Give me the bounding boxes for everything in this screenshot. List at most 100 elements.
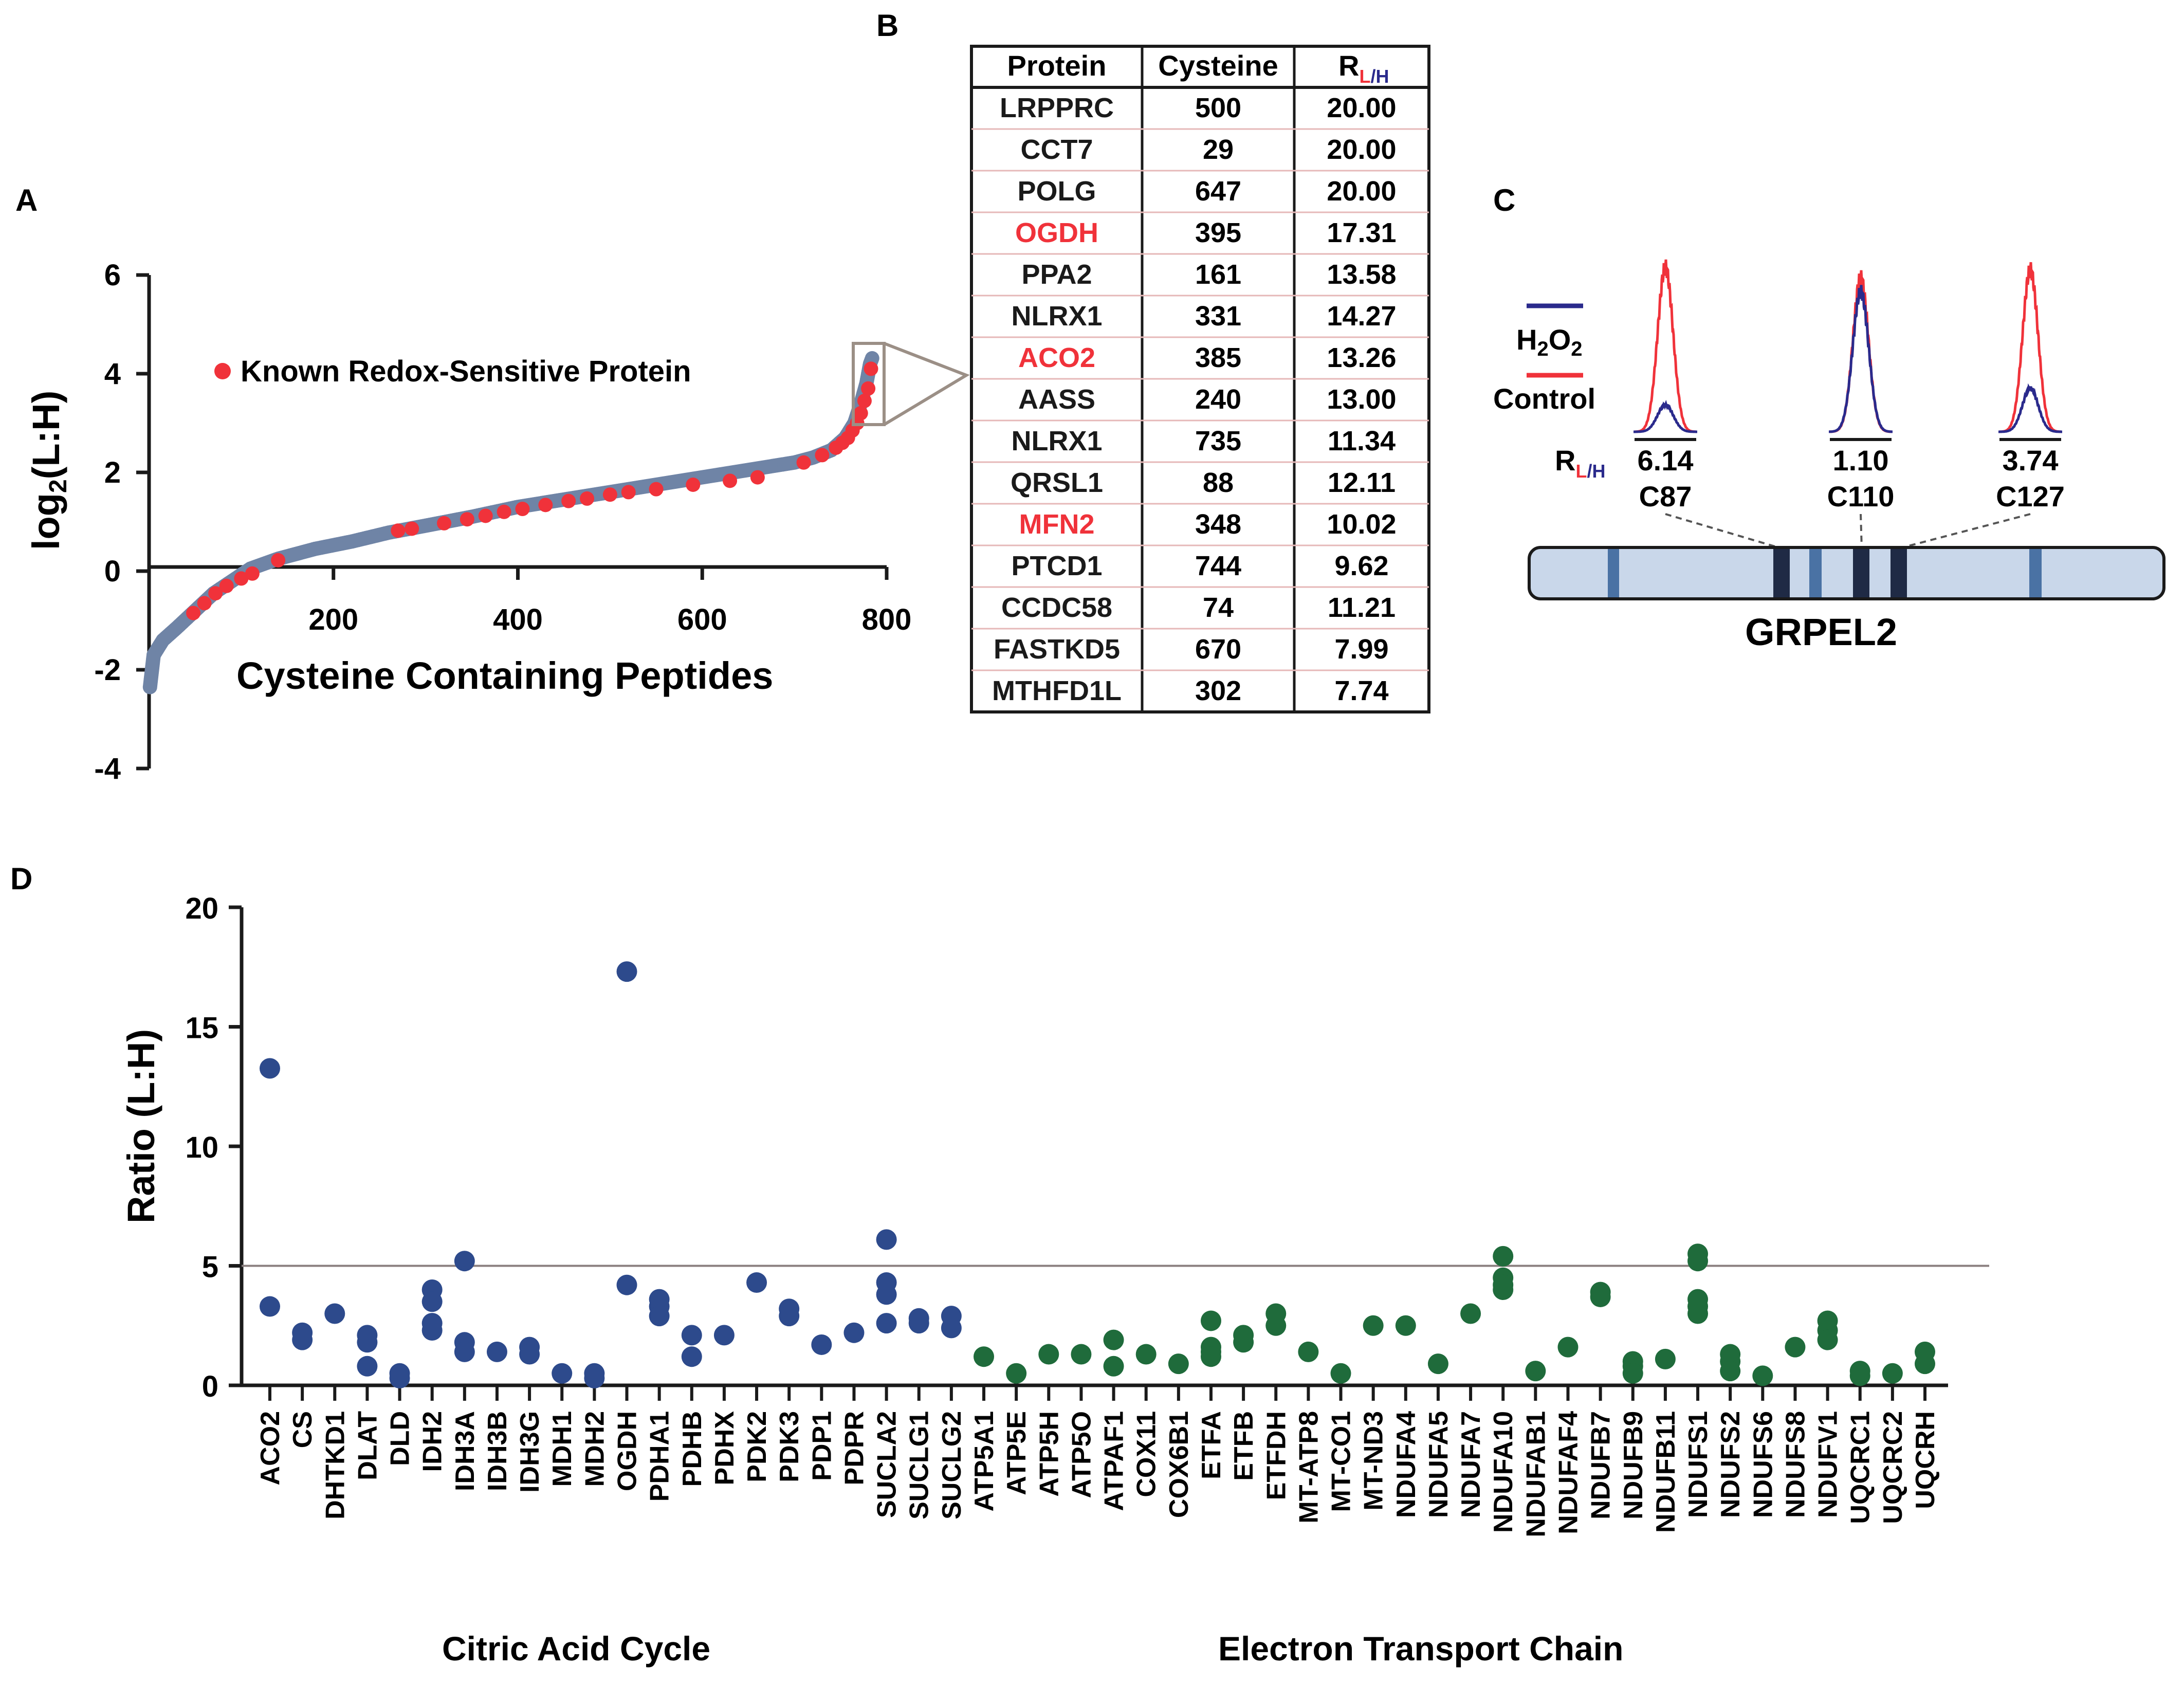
table-cell-ratio: 7.74 — [1334, 675, 1388, 706]
d-point — [292, 1329, 313, 1350]
a-redox-point — [815, 448, 830, 463]
d-point — [1265, 1315, 1287, 1336]
a-redox-point — [602, 487, 617, 502]
a-redox-point — [405, 521, 419, 536]
table-cell-ratio: 13.00 — [1327, 384, 1396, 415]
c-site-c110 — [1853, 549, 1869, 597]
d-point — [1330, 1363, 1351, 1384]
d-point — [1103, 1329, 1124, 1350]
d-point — [1493, 1279, 1514, 1300]
d-category-label: SUCLG2 — [937, 1411, 967, 1520]
table-cell-cysteine: 348 — [1195, 509, 1241, 540]
d-point — [1363, 1315, 1384, 1336]
table-header-r: R — [1338, 49, 1359, 82]
panel-a-scatter: -4 -2 0 2 4 6 200 400 600 800 Known Redox-Sensit… — [25, 259, 970, 785]
d-category-label: PDP1 — [807, 1411, 837, 1481]
d-category-label: NDUFS1 — [1683, 1411, 1713, 1518]
d-category-label: NDUFA5 — [1424, 1411, 1454, 1518]
d-category-label: IDH3A — [450, 1411, 480, 1491]
d-point — [1493, 1246, 1514, 1267]
d-category-label: MDH2 — [580, 1411, 610, 1487]
d-category-label: ATPAF1 — [1099, 1411, 1129, 1511]
d-category-label: NDUFAB1 — [1521, 1411, 1551, 1537]
a-redox-point — [271, 553, 286, 568]
d-point — [713, 1325, 735, 1346]
d-category-label: NDUFS6 — [1748, 1411, 1778, 1518]
a-y-tick-label: -2 — [94, 653, 121, 687]
c-peak-ratio: 3.74 — [2003, 444, 2059, 477]
a-redox-point — [391, 523, 406, 538]
a-y-log: log — [25, 493, 67, 550]
c-h2o2-peak — [1829, 285, 1893, 433]
table-header-cysteine: Cysteine — [1158, 49, 1278, 82]
a-y-sub: 2 — [45, 479, 72, 493]
a-redox-point — [515, 502, 530, 517]
table-cell-ratio: 20.00 — [1327, 176, 1396, 207]
d-point — [779, 1306, 800, 1327]
a-redox-point — [219, 578, 234, 593]
d-point — [421, 1320, 443, 1341]
table-cell-cysteine: 385 — [1195, 342, 1241, 373]
c-leader-line — [1665, 513, 1784, 550]
a-redox-point — [497, 504, 511, 519]
table-cell-ratio: 13.58 — [1327, 259, 1396, 290]
a-redox-point — [621, 485, 636, 500]
panel-c-label: C — [1493, 183, 1515, 217]
d-category-label: ETFDH — [1261, 1411, 1291, 1500]
d-point — [876, 1229, 897, 1250]
d-category-label: ATP5E — [1002, 1411, 1032, 1495]
a-redox-point — [538, 498, 553, 512]
d-point — [876, 1284, 897, 1305]
d-category-label: IDH3G — [515, 1411, 545, 1493]
d-category-label: NDUFAF4 — [1553, 1411, 1583, 1534]
d-category-label: ETFB — [1229, 1411, 1259, 1481]
d-point — [1200, 1310, 1221, 1331]
a-y-tick-label: 0 — [104, 555, 121, 588]
a-zoom-box — [852, 342, 886, 426]
d-point — [1427, 1353, 1448, 1375]
d-point — [941, 1317, 962, 1339]
d-point — [1915, 1353, 1935, 1375]
d-point — [681, 1346, 702, 1367]
c-h-sub: 2 — [1537, 338, 1548, 360]
d-category-label: MDH1 — [547, 1411, 577, 1487]
a-x-tick-label: 600 — [677, 603, 727, 636]
d-point — [974, 1346, 995, 1367]
d-point — [584, 1368, 605, 1389]
c-h2o2-peak — [1634, 399, 1697, 433]
d-point — [1395, 1315, 1416, 1336]
a-x-tick-label: 200 — [308, 603, 358, 636]
d-category-label: UQCRC2 — [1878, 1411, 1908, 1524]
d-point — [1071, 1344, 1092, 1365]
d-point — [1687, 1251, 1709, 1272]
d-point — [876, 1313, 897, 1334]
c-r-l: L — [1575, 461, 1587, 482]
a-peptide-point — [865, 351, 879, 365]
c-peak-ratio: 6.14 — [1638, 444, 1694, 477]
a-redox-point — [197, 596, 212, 611]
a-redox-point — [478, 508, 493, 523]
d-category-label: NDUFA4 — [1391, 1411, 1421, 1518]
d-point — [324, 1303, 345, 1324]
d-category-label: DLAT — [353, 1411, 382, 1480]
table-header-sub-l: L — [1359, 66, 1370, 87]
a-redox-point — [186, 606, 201, 620]
d-category-label: NDUFA7 — [1456, 1411, 1486, 1518]
a-y-tick-label: 4 — [104, 357, 121, 391]
c-site-c87 — [1773, 549, 1790, 597]
d-category-label: PDPR — [839, 1411, 869, 1485]
d-point — [746, 1272, 767, 1293]
d-point — [1882, 1363, 1903, 1384]
d-category-label: UQCRH — [1911, 1411, 1940, 1509]
table-cell-protein: NLRX1 — [1011, 301, 1102, 332]
d-point — [357, 1356, 378, 1377]
d-point — [1590, 1286, 1611, 1307]
d-category-label: NDUFS8 — [1781, 1411, 1810, 1518]
c-h2o2-peak — [1998, 383, 2062, 433]
a-redox-point — [437, 516, 451, 530]
a-redox-point — [234, 571, 249, 586]
d-category-label: IDH2 — [418, 1411, 448, 1472]
panel-a-label: A — [15, 183, 38, 217]
d-point — [1006, 1363, 1027, 1384]
